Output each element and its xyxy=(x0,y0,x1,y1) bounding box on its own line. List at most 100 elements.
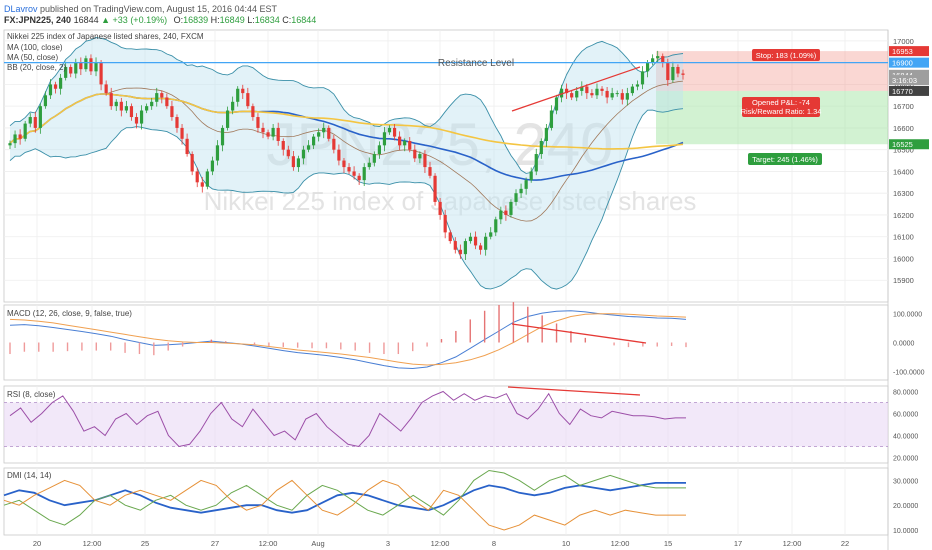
candle xyxy=(489,227,493,240)
open-label: O: xyxy=(173,15,184,25)
candle xyxy=(301,145,306,165)
macd-pane[interactable]: 100.0000 0.0000 -100.0000 xyxy=(9,302,925,376)
time-tick-label: 22 xyxy=(841,539,849,548)
candle xyxy=(468,232,473,244)
candle xyxy=(681,69,685,80)
candle xyxy=(322,122,326,139)
series-line xyxy=(3,482,686,514)
candle xyxy=(256,113,260,133)
candle xyxy=(286,145,290,159)
candle xyxy=(210,156,215,176)
candle xyxy=(296,155,301,172)
author-link[interactable]: DLavrov xyxy=(4,4,38,14)
trendline-rsi[interactable] xyxy=(507,386,641,396)
price-badge: 16525 xyxy=(889,139,929,150)
price-tick-label: 16100 xyxy=(893,233,914,242)
candle xyxy=(509,199,513,218)
candle xyxy=(570,90,574,101)
dmi-tick-label: 20.0000 xyxy=(893,503,918,510)
time-axis[interactable]: 20 12:00 25 27 12:00 Aug 3 12:00 8 10 12:00 15 17 12:… xyxy=(33,539,849,548)
candle xyxy=(69,64,73,78)
candle xyxy=(651,54,655,66)
moving-averages xyxy=(9,93,684,181)
dmi-tick-label: 30.0000 xyxy=(893,478,918,485)
price-tick-label: 16400 xyxy=(893,167,914,176)
bb-fill xyxy=(10,37,683,290)
low-value: 16834 xyxy=(254,15,280,25)
chart-header: DLavrov published on TradingView.com, Au… xyxy=(0,0,932,30)
candle xyxy=(478,242,483,255)
candle xyxy=(676,64,680,78)
legend-ma50[interactable]: MA (50, close) xyxy=(7,53,59,62)
candlestick-series xyxy=(8,50,685,261)
rsi-pane[interactable]: 80.0000 60.0000 40.0000 20.0000 xyxy=(4,390,918,463)
macd-tick-label: 0.0000 xyxy=(893,341,915,348)
candle xyxy=(671,61,675,83)
candle xyxy=(484,232,488,256)
trendline-macd[interactable] xyxy=(511,323,647,344)
candle xyxy=(28,113,32,128)
candle xyxy=(8,140,12,150)
candle xyxy=(463,238,468,261)
price-badge: 16900 xyxy=(889,57,929,68)
time-tick-label: 8 xyxy=(492,539,496,548)
candle xyxy=(332,134,336,154)
candle xyxy=(74,58,78,79)
macd-label[interactable]: MACD (12, 26, close, 9, false, true) xyxy=(7,309,132,318)
candle xyxy=(220,125,225,152)
candle xyxy=(48,79,53,99)
publish-line: DLavrov published on TradingView.com, Au… xyxy=(4,4,277,14)
candle xyxy=(33,111,37,133)
candle xyxy=(367,157,371,170)
candle xyxy=(600,86,604,96)
candle xyxy=(499,206,503,225)
candle xyxy=(38,103,42,134)
rsi-label[interactable]: RSI (8, close) xyxy=(7,390,56,399)
pl-label-box: Opened P&L: -74 Risk/Reward Ratio: 1.34 xyxy=(741,97,821,117)
candle xyxy=(408,137,412,153)
trendline-main[interactable] xyxy=(511,66,641,112)
candle xyxy=(534,148,538,176)
candle xyxy=(443,209,447,239)
candle xyxy=(53,81,58,94)
candle xyxy=(504,205,508,221)
candle xyxy=(585,83,589,99)
price-badge: 3:16:03 xyxy=(889,75,929,86)
candle xyxy=(317,128,321,142)
price-tick-label: 16500 xyxy=(893,146,914,155)
price-badge-text: 16770 xyxy=(892,87,913,96)
candle xyxy=(59,73,63,95)
target-label-box: Target: 245 (1.46%) xyxy=(748,153,822,165)
candle xyxy=(84,55,88,72)
candle xyxy=(18,129,22,145)
high-value: 16849 xyxy=(219,15,245,25)
candle xyxy=(109,87,113,110)
dmi-pane[interactable]: 30.0000 20.0000 10.0000 xyxy=(3,469,918,536)
legend-ma100[interactable]: MA (100, close) xyxy=(7,43,63,52)
candle xyxy=(595,83,599,99)
candle xyxy=(387,125,392,135)
price-badge: 16770 xyxy=(889,85,929,96)
candle xyxy=(251,103,255,121)
symbol-name[interactable]: FX:JPN225, 240 xyxy=(4,15,72,25)
up-arrow-icon: ▲ xyxy=(101,15,111,25)
candle xyxy=(119,97,123,117)
close-value: 16844 xyxy=(291,15,317,25)
candle xyxy=(64,61,68,81)
bb-upper xyxy=(9,37,684,174)
dmi-label[interactable]: DMI (14, 14) xyxy=(7,471,52,480)
candle xyxy=(448,229,452,244)
candle xyxy=(357,173,361,185)
candle xyxy=(327,125,331,142)
candle xyxy=(150,97,154,110)
candle xyxy=(549,105,554,131)
resistance-label[interactable]: Resistance Level xyxy=(438,58,514,69)
candle xyxy=(580,81,584,96)
candle xyxy=(433,173,437,206)
candle xyxy=(195,167,199,188)
candle xyxy=(514,189,518,206)
candle xyxy=(246,87,250,109)
legend-bb[interactable]: BB (20, close, 2) xyxy=(7,63,67,72)
candle xyxy=(666,58,670,86)
